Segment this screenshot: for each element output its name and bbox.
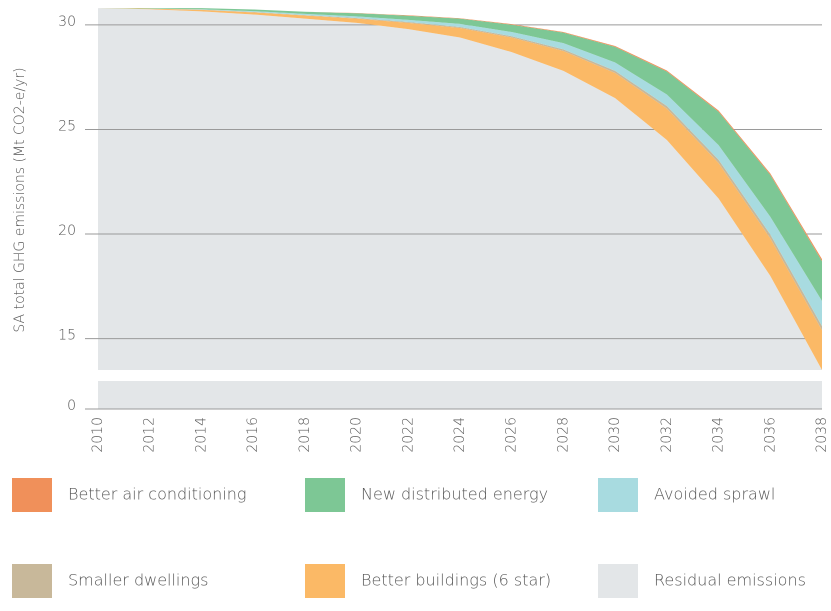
y-tick-label: 15 (58, 328, 76, 344)
x-tick-label: 2028 (555, 417, 571, 453)
x-tick-label: 2022 (400, 417, 416, 453)
x-tick-label: 2012 (142, 417, 158, 453)
x-tick-label: 2038 (814, 417, 830, 453)
y-tick-label: 0 (67, 398, 76, 414)
x-tick-label: 2030 (607, 417, 623, 453)
x-tick-label: 2036 (762, 417, 778, 453)
legend-label: Avoided sprawl (654, 485, 775, 504)
y-axis-label: SA total GHG emissions (Mt CO2-e/yr) (12, 67, 28, 332)
legend-swatch (12, 564, 52, 598)
legend-swatch (305, 564, 345, 598)
legend-label: New distributed energy (361, 485, 548, 504)
legend-swatch (598, 478, 638, 512)
legend-label: Better buildings (6 star) (361, 571, 551, 590)
area (98, 8, 822, 331)
x-tick-label: 2024 (452, 417, 468, 453)
x-tick-label: 2010 (90, 417, 106, 453)
x-tick-label: 2032 (659, 417, 675, 453)
x-tick-label: 2026 (504, 417, 520, 453)
x-tick-label: 2020 (349, 417, 365, 453)
area (98, 8, 822, 327)
y-tick-label: 25 (58, 118, 76, 134)
y-tick-label: 20 (58, 223, 76, 239)
legend-swatch (598, 564, 638, 598)
x-tick-label: 2018 (297, 417, 313, 453)
legend-swatch (12, 478, 52, 512)
area (98, 8, 822, 370)
legend-label: Residual emissions (654, 571, 806, 590)
legend-label: Smaller dwellings (68, 571, 208, 590)
x-tick-label: 2014 (193, 417, 209, 453)
axis-break (96, 370, 824, 381)
legend-swatch (305, 478, 345, 512)
x-tick-label: 2016 (245, 417, 261, 453)
x-tick-label: 2034 (711, 417, 727, 453)
legend-label: Better air conditioning (68, 485, 246, 504)
area (98, 8, 822, 409)
y-tick-label: 30 (58, 14, 76, 30)
